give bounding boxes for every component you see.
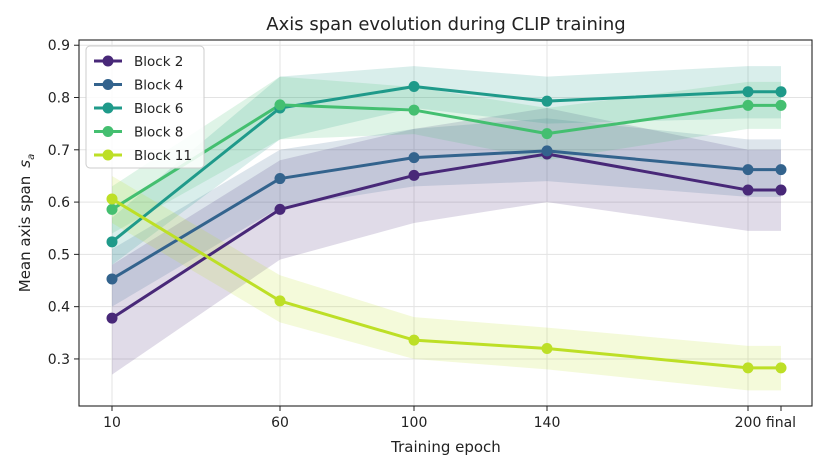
point-series-4 (274, 99, 286, 111)
point-series-5 (408, 334, 420, 346)
point-series-1 (106, 312, 118, 324)
plot-frame (78, 39, 813, 407)
legend-marker (102, 55, 114, 67)
point-series-4 (541, 128, 553, 140)
point-series-5 (775, 362, 787, 374)
y-tick-label: 0.6 (48, 195, 70, 211)
point-series-1 (408, 169, 420, 181)
legend-label: Block 11 (134, 148, 192, 164)
x-tick-label: final (766, 415, 796, 431)
point-series-2 (742, 164, 754, 176)
legend-label: Block 8 (134, 125, 183, 141)
x-tick-label: 100 (401, 415, 428, 431)
y-tick-label: 0.5 (48, 247, 70, 263)
legend: Block 2 Block 4 Block 6 Block 8 Block 11 (85, 45, 205, 169)
y-axis-label-text: Mean axis span (16, 176, 34, 293)
point-series-3 (541, 95, 553, 107)
x-tick-label: 10 (103, 415, 121, 431)
y-axis-label: Mean axis span sa (16, 154, 37, 292)
x-tick-label: 200 (735, 415, 762, 431)
legend-label: Block 6 (134, 101, 183, 117)
y-axis-ticks: 0.3 0.4 0.5 0.6 0.7 0.8 0.9 (48, 38, 79, 368)
point-series-4 (106, 203, 118, 215)
point-series-5 (742, 362, 754, 374)
x-tick-label: 60 (271, 415, 289, 431)
chart-title: Axis span evolution during CLIP training (266, 14, 625, 35)
y-tick-label: 0.7 (48, 143, 70, 159)
point-series-2 (274, 173, 286, 185)
point-series-3 (775, 86, 787, 98)
point-series-2 (408, 152, 420, 164)
point-series-5 (274, 295, 286, 307)
point-series-1 (742, 184, 754, 196)
y-tick-label: 0.4 (48, 300, 70, 316)
legend-box (85, 45, 205, 169)
series-points (106, 81, 787, 374)
y-tick-label: 0.3 (48, 352, 70, 368)
legend-label: Block 4 (134, 78, 183, 94)
point-series-5 (106, 193, 118, 205)
band-series-3 (112, 66, 781, 265)
point-series-4 (742, 99, 754, 111)
point-series-4 (408, 104, 420, 116)
x-axis-label: Training epoch (390, 438, 501, 456)
legend-marker (102, 79, 114, 90)
point-series-4 (775, 99, 787, 111)
point-series-1 (274, 203, 286, 215)
point-series-5 (541, 342, 553, 354)
point-series-2 (541, 145, 553, 157)
legend-marker (102, 102, 114, 114)
y-axis-label-subscript: a (26, 154, 37, 160)
band-series-4 (112, 76, 781, 234)
point-series-3 (408, 81, 420, 93)
legend-label: Block 2 (134, 54, 183, 70)
point-series-3 (742, 86, 754, 98)
legend-marker (102, 149, 114, 161)
y-axis-label-symbol: s (16, 160, 34, 168)
legend-marker (102, 126, 114, 137)
x-tick-label: 140 (534, 415, 561, 431)
x-axis-ticks: 10 60 100 140 200 final (103, 406, 796, 431)
y-tick-label: 0.9 (48, 38, 70, 54)
point-series-2 (775, 164, 787, 176)
point-series-2 (106, 273, 118, 285)
y-tick-label: 0.8 (48, 91, 70, 107)
band-series-5 (112, 175, 781, 391)
point-series-1 (775, 184, 787, 196)
point-series-3 (106, 236, 118, 248)
